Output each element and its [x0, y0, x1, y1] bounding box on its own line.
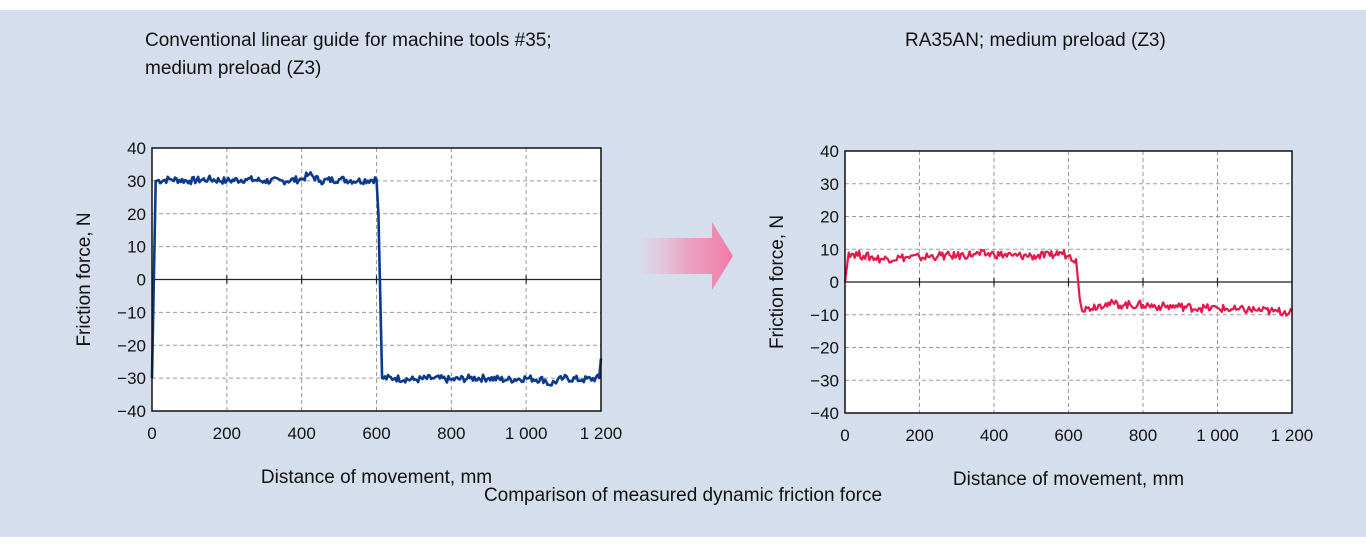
- y-tick-label: 0: [830, 273, 839, 292]
- y-tick-label: −30: [810, 371, 839, 390]
- y-tick-label: −10: [810, 306, 839, 325]
- y-tick-label: 10: [820, 240, 839, 259]
- y-axis-label: Friction force, N: [767, 215, 788, 349]
- y-tick-label: 20: [820, 208, 839, 227]
- x-tick-label: 200: [213, 424, 241, 443]
- y-tick-label: 30: [127, 172, 146, 191]
- plot-frame: [844, 150, 1293, 414]
- transition-arrow-icon: [640, 222, 733, 290]
- x-tick-label: 200: [905, 426, 933, 445]
- x-tick-label: 1 000: [1196, 426, 1239, 445]
- figure-caption: Comparison of measured dynamic friction …: [483, 485, 883, 506]
- x-tick-label: 800: [437, 424, 465, 443]
- x-tick-label: 1 200: [580, 424, 623, 443]
- y-axis-label: Friction force, N: [74, 212, 95, 346]
- y-tick-label: −30: [117, 369, 146, 388]
- y-tick-label: 20: [127, 205, 146, 224]
- y-tick-label: −20: [810, 339, 839, 358]
- series-line: [843, 248, 1293, 317]
- y-tick-label: 40: [127, 139, 146, 158]
- y-tick-label: 30: [820, 175, 839, 194]
- x-tick-label: 800: [1129, 426, 1157, 445]
- y-tick-label: −40: [810, 404, 839, 423]
- x-tick-label: 600: [362, 424, 390, 443]
- x-tick-label: 600: [1054, 426, 1082, 445]
- x-tick-label: 400: [287, 424, 315, 443]
- plot-frame: [151, 147, 602, 412]
- x-tick-label: 1 000: [505, 424, 548, 443]
- x-axis-label: Distance of movement, mm: [953, 469, 1184, 490]
- y-tick-label: 40: [820, 142, 839, 161]
- left-chart-title: Conventional linear guide for machine to…: [145, 30, 552, 79]
- y-tick-label: 10: [127, 238, 146, 257]
- series-line: [150, 171, 603, 387]
- x-tick-label: 0: [840, 426, 849, 445]
- y-tick-label: −40: [117, 402, 146, 421]
- y-tick-label: −20: [117, 336, 146, 355]
- x-tick-label: 1 200: [1271, 426, 1314, 445]
- y-tick-label: −10: [117, 303, 146, 322]
- x-axis-label: Distance of movement, mm: [261, 467, 492, 488]
- y-tick-label: 0: [137, 271, 146, 290]
- x-tick-label: 400: [980, 426, 1008, 445]
- x-tick-label: 0: [147, 424, 156, 443]
- right-chart-title: RA35AN; medium preload (Z3): [905, 30, 1166, 51]
